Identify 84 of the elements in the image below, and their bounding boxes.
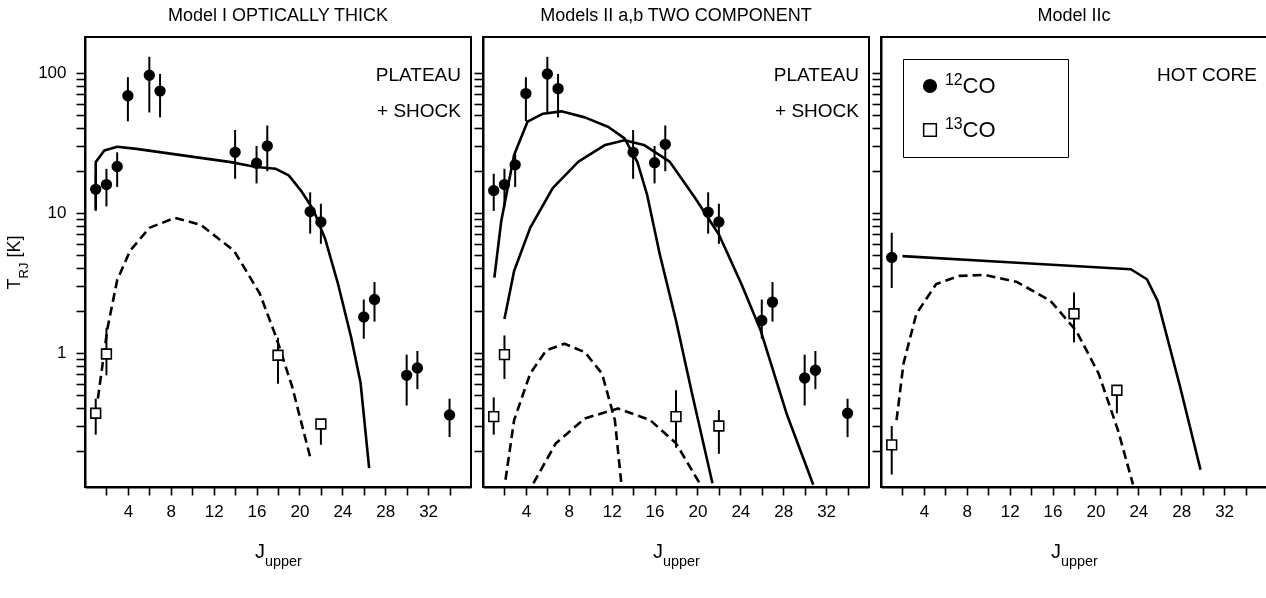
point (90, 183, 102, 195)
point (886, 439, 898, 451)
y-tick-label: 10 (47, 203, 67, 223)
point (886, 251, 898, 264)
point (520, 87, 532, 100)
point (498, 178, 511, 191)
x-tick-label: 28 (376, 501, 396, 521)
x-axis-title: J$_{upper}$ (255, 539, 303, 569)
x-tick-label: 12 (1000, 501, 1020, 521)
y-tick-label: 100 (38, 63, 67, 83)
point (111, 160, 123, 173)
point (411, 362, 424, 374)
point (1111, 384, 1123, 396)
x-tick-label: 4 (521, 501, 532, 521)
point (756, 314, 768, 327)
point (648, 156, 661, 169)
point (498, 348, 511, 361)
x-tick-label: 16 (645, 501, 665, 521)
x-tick-label: 16 (1043, 501, 1063, 521)
x-axis-title: J$_{upper}$ (1051, 539, 1099, 569)
point (100, 178, 113, 191)
x-axis-title: J$_{upper}$ (653, 539, 701, 569)
point (154, 85, 166, 97)
point (627, 146, 639, 159)
x-tick-label: 32 (1215, 501, 1235, 521)
point (261, 140, 273, 152)
x-tick-label: 24 (731, 501, 751, 521)
x-tick-label: 20 (688, 501, 708, 521)
x-tick-label: 28 (1172, 501, 1192, 521)
chart-title: Model I OPTICALLY THICK (167, 5, 389, 25)
point (315, 418, 327, 430)
x-tick-label: 24 (1129, 501, 1149, 521)
x-tick-label: 20 (1086, 501, 1106, 521)
point (443, 409, 456, 421)
x-tick-label: 32 (419, 501, 439, 521)
point (272, 349, 284, 361)
point (509, 159, 521, 171)
point (304, 205, 316, 218)
annotation: HOT CORE (1157, 64, 1257, 85)
chart-title: Models II a,b TWO COMPONENT (540, 5, 812, 25)
x-tick-label: 24 (333, 501, 353, 521)
point (122, 90, 134, 102)
x-tick-label: 12 (602, 501, 622, 521)
point (713, 216, 725, 228)
x-tick-label: 12 (204, 501, 224, 521)
annotation: + SHOCK (377, 100, 462, 121)
x-tick-label: 20 (290, 501, 310, 521)
point (798, 372, 811, 384)
legend-label: $^{12}$CO (945, 70, 996, 98)
point (659, 138, 671, 151)
point (488, 184, 500, 197)
point (229, 146, 241, 159)
point (1068, 308, 1080, 320)
point (809, 364, 822, 376)
annotation: PLATEAU (375, 64, 461, 85)
point (552, 82, 564, 95)
x-tick-label: 32 (817, 501, 837, 521)
point (841, 407, 854, 419)
annotation: PLATEAU (773, 64, 859, 85)
point (713, 420, 725, 432)
point (358, 311, 370, 323)
chart-title: Model IIc (1037, 5, 1111, 25)
point (143, 69, 156, 81)
x-tick-label: 8 (564, 501, 575, 521)
point (766, 296, 779, 308)
x-tick-label: 16 (247, 501, 267, 521)
point (670, 410, 682, 423)
point (90, 407, 102, 419)
point (488, 410, 500, 423)
point (400, 369, 413, 382)
x-tick-label: 4 (123, 501, 134, 521)
point (702, 206, 714, 218)
x-tick-label: 8 (962, 501, 973, 521)
annotation: + SHOCK (775, 100, 860, 121)
legend-label: $^{13}$CO (945, 114, 996, 142)
x-tick-label: 28 (774, 501, 794, 521)
x-tick-label: 8 (166, 501, 177, 521)
point (315, 216, 327, 228)
point (541, 68, 554, 80)
x-tick-label: 4 (919, 501, 930, 521)
point (100, 348, 113, 360)
point (368, 293, 381, 306)
point (250, 157, 263, 169)
y-tick-label: 1 (57, 343, 67, 363)
